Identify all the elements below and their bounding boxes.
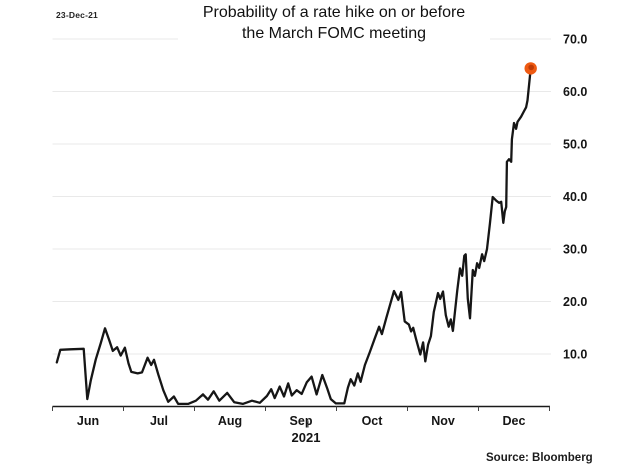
x-axis-label-jun: Jun [77,414,99,428]
latest-value-dot-center [528,64,534,71]
y-axis-label-30: 30.0 [563,243,587,257]
y-axis-label-10: 10.0 [563,348,587,362]
x-axis-label-jul: Jul [150,414,168,428]
chart-date-annotation: 23-Dec-21 [56,10,98,20]
x-axis-label-oct: Oct [362,414,384,428]
x-axis-label-nov: Nov [431,414,455,428]
y-axis-label-60: 60.0 [563,85,587,99]
y-axis-label-50: 50.0 [563,138,587,152]
x-axis-year-label: 2021 [291,430,321,445]
x-axis-label-dec: Dec [503,414,526,428]
chart-title: Probability of a rate hike on or before … [178,2,490,44]
x-axis-label-aug: Aug [218,414,242,428]
chart-title-line2: the March FOMC meeting [241,25,427,42]
y-axis-label-40: 40.0 [563,190,587,204]
probability-line-series [55,71,532,406]
chart-title-line1: Probability of a rate hike on or before [202,4,466,21]
source-attribution: Source: Bloomberg [486,452,593,464]
x-axis-label-sep: Sep [290,414,313,428]
y-axis-label-20: 20.0 [563,295,587,309]
y-axis-label-70: 70.0 [563,33,587,47]
